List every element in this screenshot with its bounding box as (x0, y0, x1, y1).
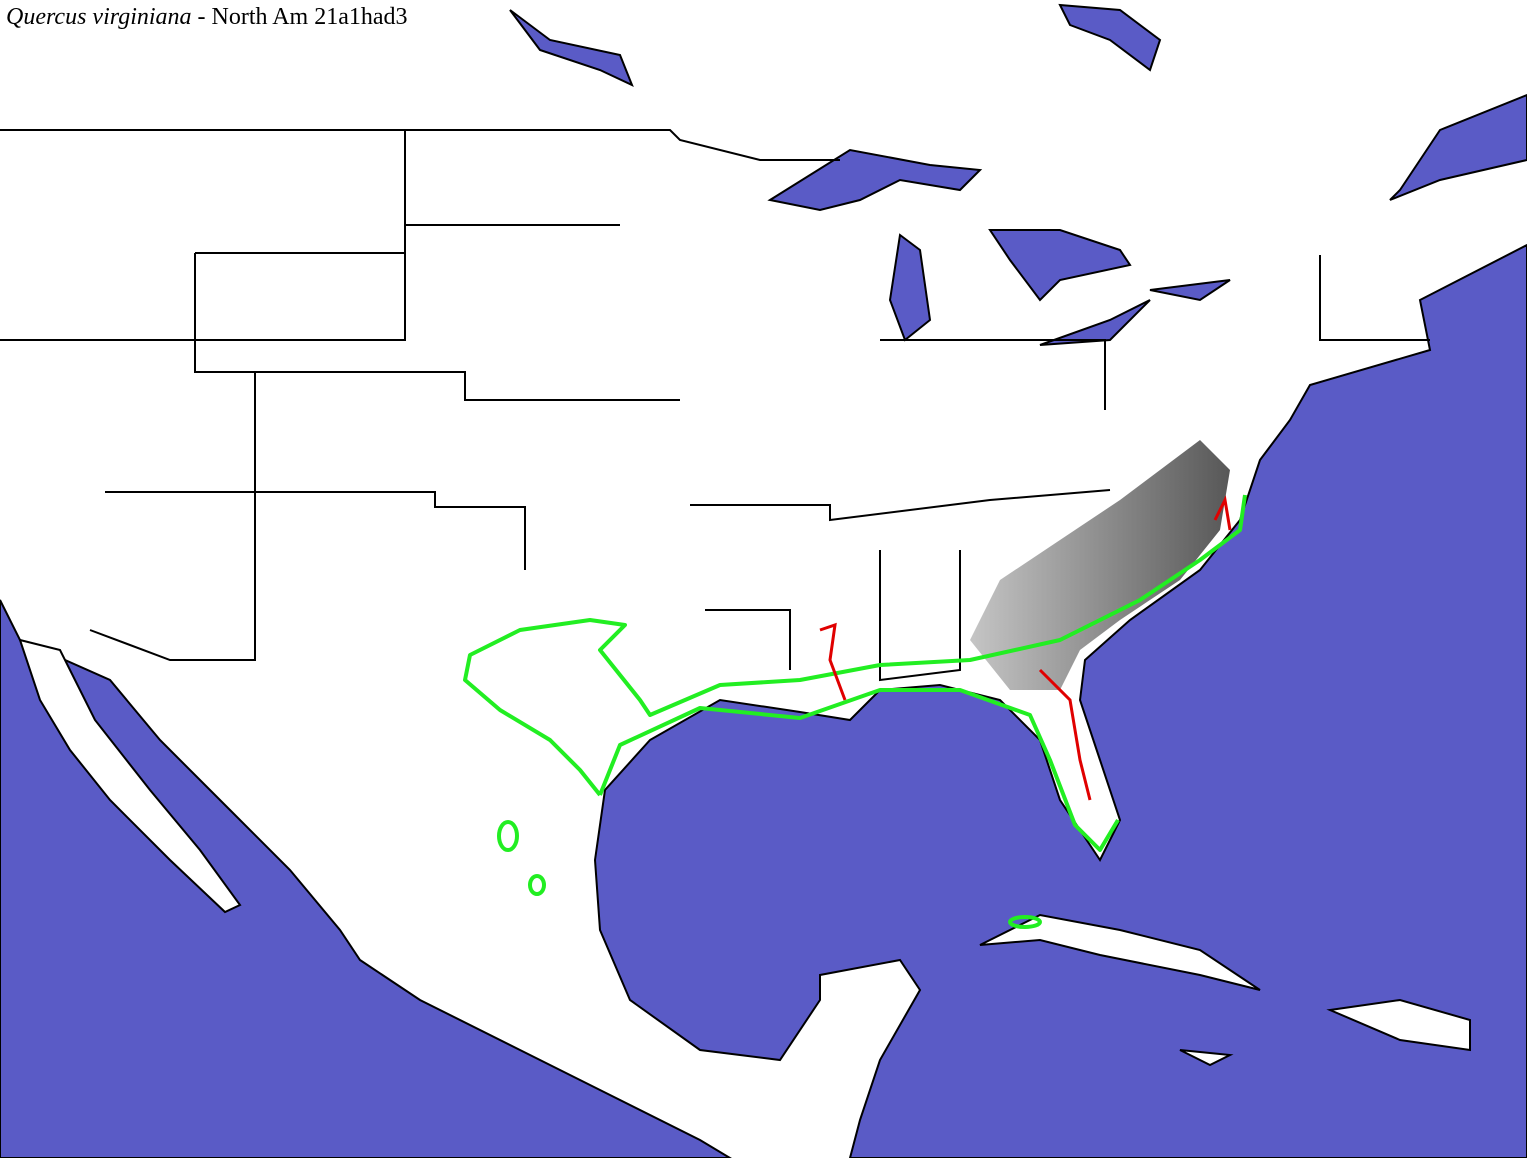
species-name: Quercus virginiana (6, 4, 192, 30)
cuba (979, 913, 1261, 991)
lake-ontario (1149, 279, 1231, 302)
lake-huron (988, 229, 1132, 302)
map-title: Quercus virginiana - North Am 21a1had3 (6, 4, 408, 31)
north-atlantic (1389, 93, 1527, 201)
high-suitability (1038, 668, 1092, 801)
jamaica (1179, 1049, 1234, 1067)
baja-california (18, 638, 242, 914)
northern-lakes (509, 9, 634, 87)
lake-erie (1039, 299, 1151, 346)
high-suitability (819, 622, 847, 701)
title-suffix: - North Am 21a1had3 (197, 4, 408, 30)
suitability-shade (970, 440, 1230, 690)
range-outline (463, 494, 1247, 797)
range-patch (1008, 915, 1042, 929)
borders (0, 129, 1430, 682)
hispaniola (1326, 998, 1471, 1052)
high-suitability (1213, 495, 1232, 531)
pacific-ocean (0, 599, 732, 1158)
range-patch (497, 820, 519, 852)
range-patch (528, 874, 546, 896)
range-outline-coast (598, 688, 1120, 852)
atlantic-gulf (593, 243, 1527, 1158)
lake-superior (767, 148, 983, 212)
northern-bay (1058, 3, 1162, 72)
lake-michigan (888, 233, 932, 342)
